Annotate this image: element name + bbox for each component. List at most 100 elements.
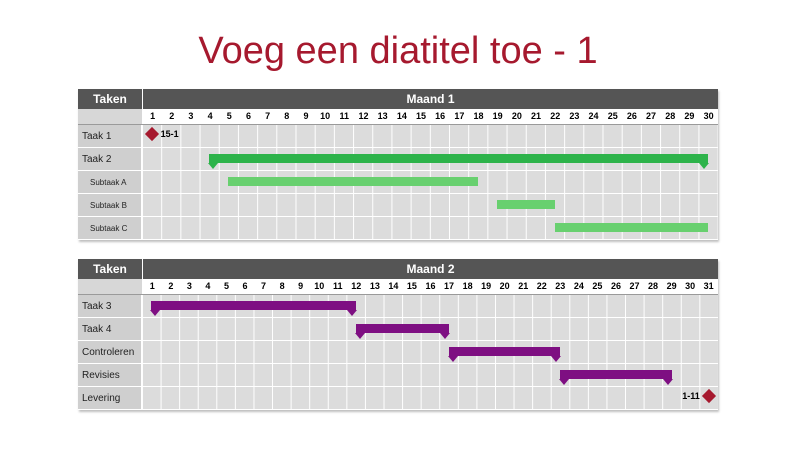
- day-number: 23: [555, 281, 566, 291]
- slide-title: Voeg een diatitel toe - 1: [198, 30, 598, 72]
- day-number: 17: [454, 111, 465, 121]
- day-number: 19: [481, 281, 492, 291]
- day-number: 28: [648, 281, 659, 291]
- milestone-label: 1-11: [682, 391, 700, 401]
- day-number: 26: [610, 281, 621, 291]
- gantt-header: Taken Maand 1: [78, 89, 718, 109]
- day-number: 29: [684, 111, 695, 121]
- day-number: 21: [518, 281, 529, 291]
- timeline-track: [142, 217, 718, 239]
- day-number: 7: [261, 281, 267, 291]
- task-label: Taak 3: [78, 295, 142, 317]
- task-label: Subtaak A: [78, 171, 142, 193]
- bar-start-marker: [559, 379, 570, 385]
- day-number: 24: [573, 281, 584, 291]
- day-number: 22: [536, 281, 547, 291]
- timeline-track: [142, 171, 718, 193]
- day-number: 13: [377, 111, 388, 121]
- day-number: 16: [425, 281, 436, 291]
- day-number: 11: [339, 111, 350, 121]
- bar-start-marker: [447, 356, 458, 362]
- gantt-chart-month-2: Taken Maand 2 1 2 3 4 5 6 7 8 9 10 11 12 13 14 15 16 17 1…: [78, 259, 718, 410]
- day-number: 7: [265, 111, 271, 121]
- task-label: Taak 4: [78, 318, 142, 340]
- day-number: 5: [226, 111, 232, 121]
- gantt-row: Subtaak A: [78, 171, 718, 194]
- day-number: 8: [284, 111, 290, 121]
- day-numbers: 1 2 3 4 5 6 7 8 9 10 11 12 13 14 15 16 17 18 19 20 21 22 23 24 2…: [143, 279, 718, 294]
- day-number: 9: [298, 281, 304, 291]
- day-number: 27: [646, 111, 657, 121]
- day-number: 27: [629, 281, 640, 291]
- gantt-row: Taak 4: [78, 318, 718, 341]
- day-numbers: 1 2 3 4 5 6 7 8 9 10 11 12 13 14 15 16 17 18 19 20 21 22 23 24 2…: [143, 109, 718, 124]
- day-number: 10: [314, 281, 325, 291]
- day-number: 24: [588, 111, 599, 121]
- task-bar: [355, 324, 449, 333]
- gantt-row: Taak 3: [78, 295, 718, 318]
- task-bar: [448, 347, 561, 356]
- day-number: 8: [279, 281, 285, 291]
- month-header: Maand 1: [406, 92, 455, 106]
- day-number: 11: [332, 281, 343, 291]
- gantt-row: Revisies: [78, 364, 718, 387]
- day-number: 6: [245, 111, 251, 121]
- milestone-diamond: [701, 388, 716, 404]
- bar-end-marker: [439, 333, 450, 339]
- day-number: 13: [369, 281, 380, 291]
- gantt-rows: Taak 1 15-1 Taak 2 Subtaak A Subtaak B Subtaa…: [78, 125, 718, 240]
- day-number: 15: [406, 281, 417, 291]
- subtask-bar: [497, 200, 555, 209]
- bar-start-marker: [208, 163, 219, 169]
- task-bar: [560, 370, 672, 379]
- day-number: 6: [242, 281, 248, 291]
- task-label: Levering: [78, 387, 142, 409]
- task-bar: [151, 301, 356, 310]
- task-label: Subtaak C: [78, 217, 142, 239]
- bar-start-marker: [354, 333, 365, 339]
- day-number: 12: [358, 111, 369, 121]
- month-header: Maand 2: [406, 262, 455, 276]
- day-number: 2: [168, 281, 174, 291]
- timeline-track: [142, 364, 718, 386]
- day-number: 14: [396, 111, 407, 121]
- day-number: 4: [205, 281, 211, 291]
- subtask-bar: [228, 177, 478, 186]
- bar-end-marker: [551, 356, 562, 362]
- day-number: 10: [320, 111, 331, 121]
- day-number: 20: [511, 111, 522, 121]
- day-number: 21: [531, 111, 542, 121]
- day-number: 14: [388, 281, 399, 291]
- gantt-chart-month-1: Taken Maand 1 1 2 3 4 5 6 7 8 9 10 11 12 13 14 15 16 17 1…: [78, 89, 718, 240]
- gantt-rows: Taak 3 Taak 4 Controleren Revisies Levering 1…: [78, 295, 718, 410]
- day-number: 12: [351, 281, 362, 291]
- timeline-track: [142, 194, 718, 216]
- gantt-row: Taak 2: [78, 148, 718, 171]
- day-header-spacer: [78, 109, 143, 124]
- bar-end-marker: [699, 163, 710, 169]
- timeline-track: [142, 341, 718, 363]
- timeline-track: [142, 295, 718, 317]
- day-number: 18: [462, 281, 473, 291]
- day-number: 15: [415, 111, 426, 121]
- subtask-bar: [554, 223, 709, 232]
- gantt-row: Subtaak B: [78, 194, 718, 217]
- day-number: 9: [303, 111, 309, 121]
- bar-end-marker: [346, 310, 357, 316]
- gantt-header: Taken Maand 2: [78, 259, 718, 279]
- task-bar: [209, 154, 709, 163]
- day-number: 16: [435, 111, 446, 121]
- day-number: 23: [569, 111, 580, 121]
- day-header-row: 1 2 3 4 5 6 7 8 9 10 11 12 13 14 15 16 17 18 19 20 21 22 23 24 2…: [78, 109, 718, 125]
- day-number: 1: [150, 111, 156, 121]
- day-number: 19: [492, 111, 503, 121]
- day-number: 26: [626, 111, 637, 121]
- gantt-row: Levering 1-11: [78, 387, 718, 410]
- gantt-row: Subtaak C: [78, 217, 718, 240]
- day-number: 3: [186, 281, 192, 291]
- day-number: 5: [223, 281, 229, 291]
- gantt-row: Taak 1 15-1: [78, 125, 718, 148]
- task-label: Subtaak B: [78, 194, 142, 216]
- milestone-label: 15-1: [160, 129, 179, 139]
- day-number: 30: [703, 111, 714, 121]
